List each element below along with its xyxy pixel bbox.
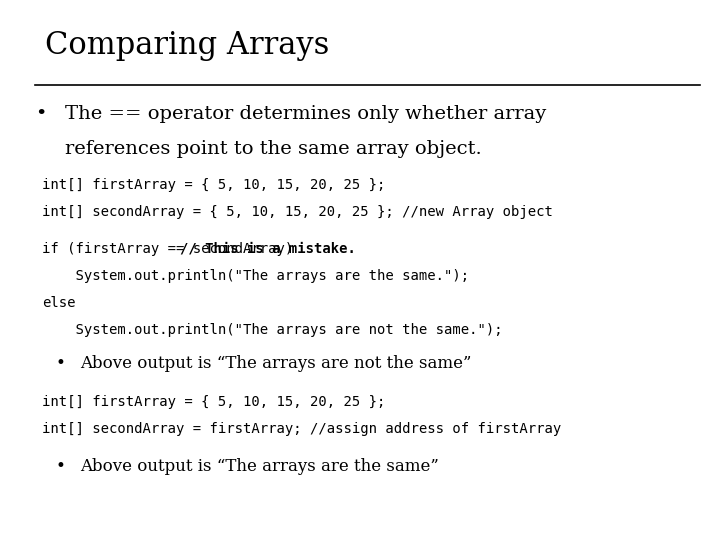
Text: Above output is “The arrays are not the same”: Above output is “The arrays are not the … <box>80 355 472 372</box>
Text: // This is a mistake.: // This is a mistake. <box>181 242 356 256</box>
Text: •: • <box>55 458 65 475</box>
Text: int[] secondArray = firstArray; //assign address of firstArray: int[] secondArray = firstArray; //assign… <box>42 422 562 436</box>
Text: System.out.println("The arrays are the same.");: System.out.println("The arrays are the s… <box>42 269 469 283</box>
Text: else: else <box>42 296 76 310</box>
Text: •: • <box>55 355 65 372</box>
Text: Comparing Arrays: Comparing Arrays <box>45 30 329 61</box>
Text: int[] secondArray = { 5, 10, 15, 20, 25 }; //new Array object: int[] secondArray = { 5, 10, 15, 20, 25 … <box>42 205 553 219</box>
Text: int[] firstArray = { 5, 10, 15, 20, 25 };: int[] firstArray = { 5, 10, 15, 20, 25 }… <box>42 395 385 409</box>
Text: The == operator determines only whether array: The == operator determines only whether … <box>65 105 546 123</box>
Text: references point to the same array object.: references point to the same array objec… <box>65 140 482 158</box>
Text: int[] firstArray = { 5, 10, 15, 20, 25 };: int[] firstArray = { 5, 10, 15, 20, 25 }… <box>42 178 385 192</box>
Text: if (firstArray == secondArray): if (firstArray == secondArray) <box>42 242 302 256</box>
Text: •: • <box>35 105 46 123</box>
Text: Above output is “The arrays are the same”: Above output is “The arrays are the same… <box>80 458 439 475</box>
Text: System.out.println("The arrays are not the same.");: System.out.println("The arrays are not t… <box>42 323 503 337</box>
